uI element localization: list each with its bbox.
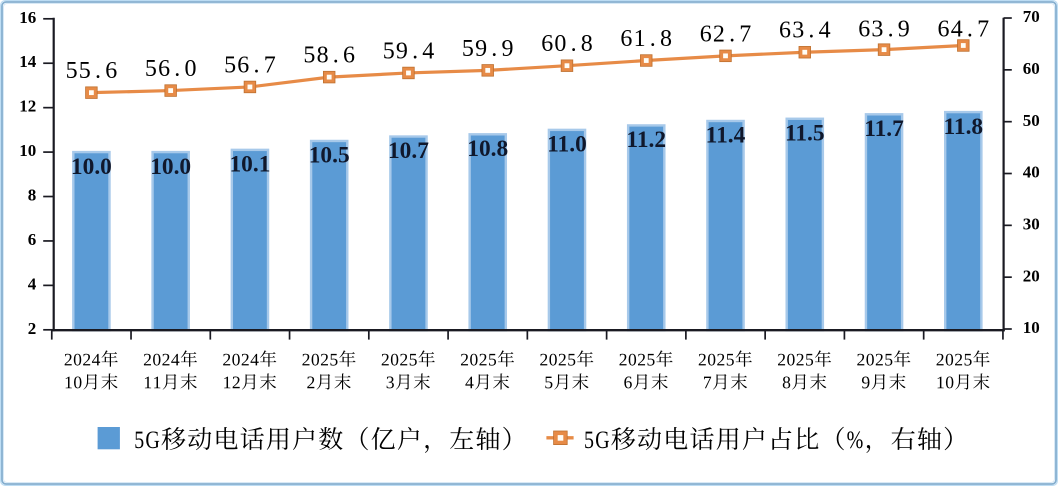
svg-text:8: 8 [28, 186, 37, 205]
svg-text:10.0: 10.0 [150, 154, 191, 180]
svg-text:60: 60 [1023, 59, 1040, 78]
svg-text:2: 2 [28, 319, 37, 338]
svg-text:10: 10 [1023, 318, 1040, 337]
svg-text:11.8: 11.8 [943, 114, 983, 140]
svg-text:11.2: 11.2 [626, 127, 666, 153]
svg-text:16: 16 [19, 8, 36, 27]
svg-text:11.4: 11.4 [706, 123, 746, 149]
svg-text:10: 10 [19, 141, 36, 160]
svg-text:14: 14 [19, 52, 37, 71]
svg-text:10.5: 10.5 [309, 143, 350, 169]
svg-text:70: 70 [1023, 7, 1040, 26]
svg-text:4: 4 [28, 274, 37, 293]
svg-text:20: 20 [1023, 266, 1040, 285]
svg-text:10.7: 10.7 [388, 138, 429, 164]
svg-text:30: 30 [1023, 215, 1040, 234]
svg-text:11.5: 11.5 [785, 120, 825, 146]
svg-text:10.8: 10.8 [467, 136, 508, 162]
svg-text:10.1: 10.1 [229, 152, 270, 178]
svg-text:10.0: 10.0 [71, 154, 112, 180]
svg-text:11.0: 11.0 [547, 132, 587, 158]
svg-text:11.7: 11.7 [864, 116, 904, 142]
svg-text:40: 40 [1023, 163, 1040, 182]
svg-text:6: 6 [28, 230, 37, 249]
svg-text:12: 12 [19, 97, 36, 116]
svg-text:50: 50 [1023, 111, 1040, 130]
